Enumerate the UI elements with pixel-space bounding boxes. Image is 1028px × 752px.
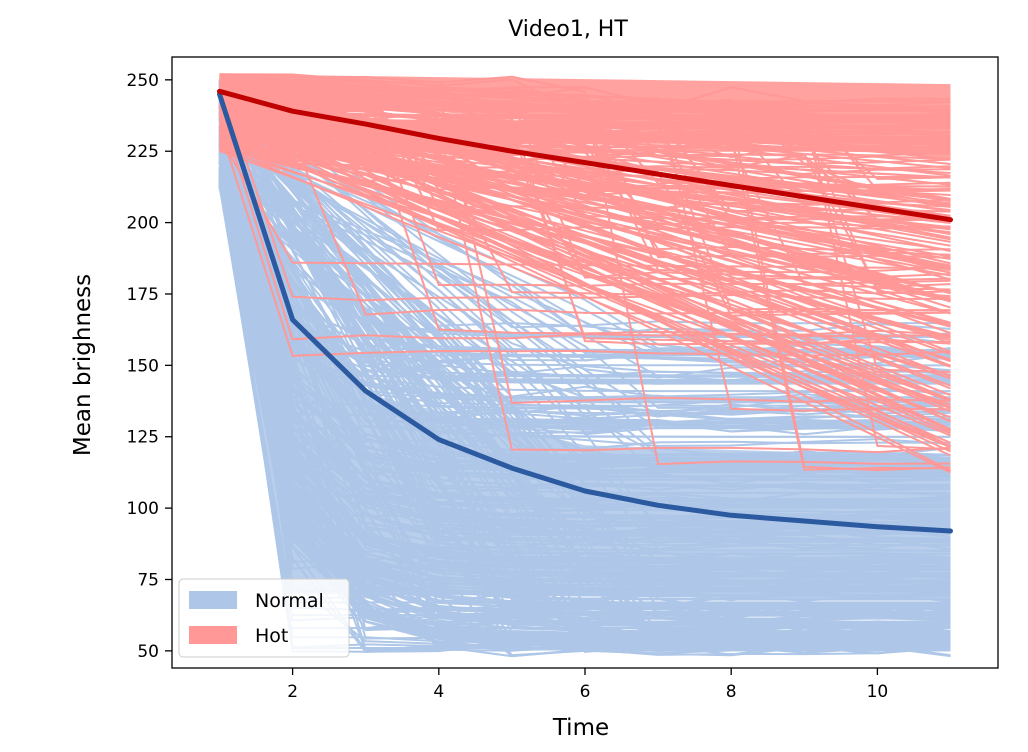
- y-tick-label: 100: [127, 499, 159, 519]
- legend-swatch-hot: [189, 626, 237, 644]
- mean-line-normal: [217, 91, 953, 534]
- hot-trace: [219, 76, 951, 315]
- hot-trace: [219, 115, 951, 431]
- y-tick-label: 200: [127, 214, 159, 234]
- mean-lines-group: [217, 88, 953, 534]
- x-tick-label: 4: [433, 682, 444, 702]
- hot-trace: [219, 134, 951, 410]
- hot-trace: [219, 130, 951, 294]
- hot-trace: [219, 145, 951, 326]
- hot-density-fill: [219, 74, 951, 160]
- normal-trace: [218, 127, 951, 377]
- x-tick-label: 6: [580, 682, 591, 702]
- hot-trace: [219, 138, 951, 193]
- normal-trace: [218, 100, 951, 640]
- legend: Normal Hot: [178, 578, 350, 658]
- hot-trace: [219, 119, 951, 345]
- hot-trace: [219, 145, 951, 449]
- hot-trace: [218, 126, 951, 357]
- chart-title: Video1, HT: [508, 17, 628, 42]
- hot-trace: [219, 114, 951, 205]
- legend-label-hot: Hot: [255, 625, 288, 647]
- hot-trace: [219, 133, 951, 437]
- y-tick-label: 225: [127, 142, 159, 162]
- hot-trace: [219, 73, 951, 431]
- x-tick-label: 10: [867, 682, 889, 702]
- hot-trace: [219, 126, 951, 454]
- y-axis-label: Mean brighness: [70, 274, 96, 456]
- legend-label-normal: Normal: [255, 590, 324, 612]
- hot-trace: [219, 91, 951, 165]
- hot-trace: [219, 98, 951, 401]
- y-tick-label: 125: [127, 428, 159, 448]
- legend-swatch-normal: [189, 591, 237, 609]
- hot-trace: [218, 106, 951, 341]
- mean-line-hot: [217, 88, 953, 223]
- y-tick-label: 75: [137, 570, 159, 590]
- hot-traces-group: [218, 73, 951, 474]
- hot-trace: [219, 113, 951, 368]
- x-axis-ticks: 2 4 6 8 10: [287, 668, 888, 702]
- hot-trace: [218, 136, 951, 270]
- normal-trace: [218, 92, 951, 430]
- y-tick-label: 50: [137, 642, 159, 662]
- x-axis-label: Time: [552, 715, 609, 741]
- normal-density-fill: [219, 188, 951, 600]
- y-tick-label: 175: [127, 285, 159, 305]
- hot-trace: [219, 128, 951, 222]
- y-axis-ticks: 50 75 100 125 150 175 200 225 250: [127, 71, 172, 662]
- normal-trace: [218, 93, 951, 635]
- hot-trace: [219, 133, 951, 316]
- hot-trace: [219, 125, 951, 247]
- hot-trace: [219, 147, 951, 328]
- x-tick-label: 8: [726, 682, 737, 702]
- normal-trace: [218, 117, 951, 657]
- y-tick-label: 250: [127, 71, 159, 91]
- x-tick-label: 2: [287, 682, 298, 702]
- y-tick-label: 150: [127, 356, 159, 376]
- normal-trace: [219, 167, 951, 355]
- normal-trace: [218, 105, 951, 385]
